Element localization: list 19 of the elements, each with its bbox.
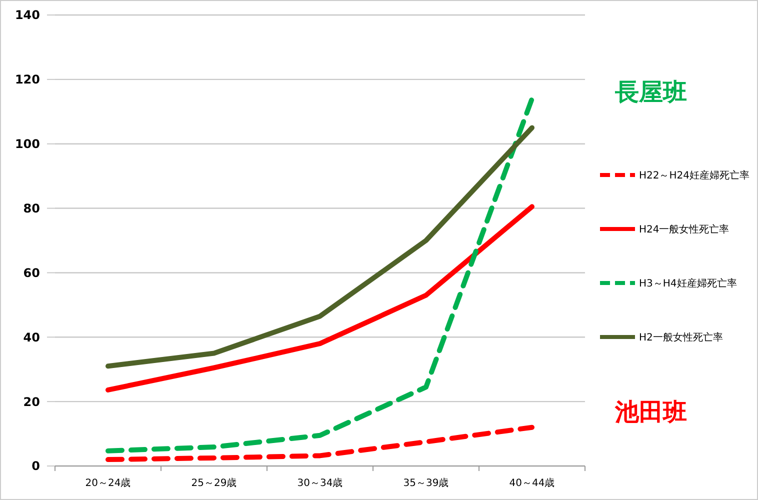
text: 池田班 — [614, 398, 687, 426]
y-tick-label: 140 — [14, 8, 40, 22]
x-tick-label: 30～34歳 — [297, 477, 343, 489]
y-tick-label: 0 — [32, 459, 40, 474]
text: 長屋班 — [614, 78, 687, 106]
legend-label: H2一般女性死亡率 — [639, 332, 723, 344]
x-tick-label: 40～44歳 — [509, 477, 555, 489]
y-tick-label: 120 — [14, 72, 40, 87]
legend-label: H24一般女性死亡率 — [639, 224, 730, 236]
y-tick-label: 20 — [23, 394, 40, 409]
x-tick-label: 35～39歳 — [403, 477, 449, 489]
y-tick-label: 80 — [23, 201, 40, 216]
y-tick-label: 100 — [14, 137, 40, 152]
y-tick-label: 40 — [23, 330, 40, 344]
y-tick-label: 60 — [23, 266, 40, 280]
legend-label: H22～H24妊産婦死亡率 — [639, 170, 750, 182]
x-tick-label: 20～24歳 — [85, 477, 131, 489]
legend-label: H3～H4妊産婦死亡率 — [639, 278, 737, 290]
x-tick-label: 25～29歳 — [191, 477, 237, 489]
